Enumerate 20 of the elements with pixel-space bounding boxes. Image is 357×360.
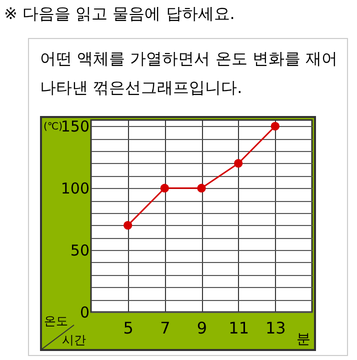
x-axis-title: 분 [296, 332, 310, 348]
chart-subtitle: 어떤 액체를 가열하면서 온도 변화를 재어 나타낸 꺾은선그래프입니다. [40, 48, 338, 99]
x-tick-label: 5 [123, 318, 134, 338]
x-tick-label: 9 [196, 318, 208, 338]
point [124, 220, 132, 230]
y-tick-label: 50 [70, 242, 90, 260]
y-tick-label: 100 [60, 180, 90, 198]
y-axis-title: (℃) [44, 122, 63, 132]
y-tick-label: 0 [80, 304, 90, 322]
y-tick-label: 150 [60, 118, 90, 136]
chart-title: ※ 다음을 읽고 물음에 답하세요. [4, 4, 235, 25]
text: 시간 [62, 332, 86, 349]
x-tick-label: 11 [228, 318, 250, 338]
point [160, 184, 169, 192]
point [270, 122, 280, 131]
point [234, 159, 243, 168]
x-tick-label: 13 [265, 318, 286, 338]
point [197, 184, 206, 192]
x-tick-label: 7 [160, 318, 170, 338]
text: 온도 [44, 313, 68, 330]
